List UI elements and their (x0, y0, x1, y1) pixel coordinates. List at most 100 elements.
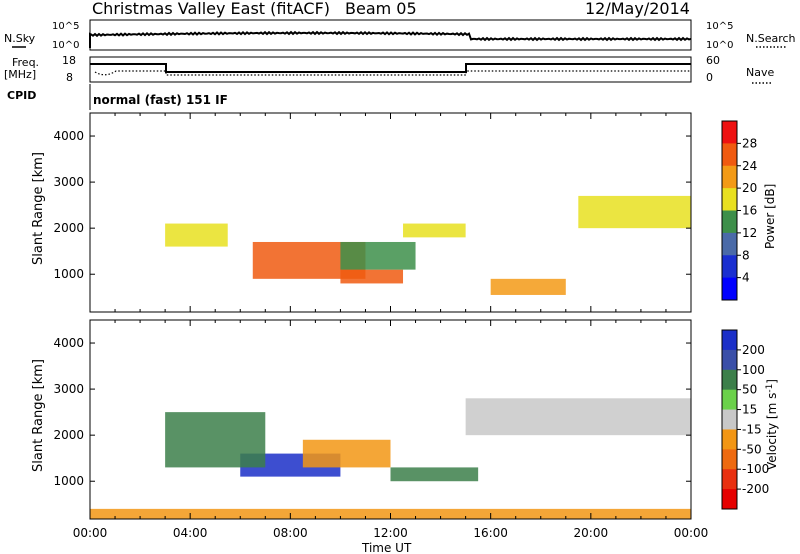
freq-tick-low: 8 (66, 71, 73, 84)
colorbar-block (722, 330, 737, 351)
y-tick-label: 3000 (53, 382, 84, 396)
power-panel: 1000 2000 3000 4000 Slant Range [km] (31, 112, 692, 313)
data-cell (490, 278, 566, 295)
colorbar-tick-label: 100 (742, 363, 765, 377)
colorbar-block (722, 449, 737, 470)
freq-trace (90, 63, 691, 73)
velocity-y-axis: 1000 2000 3000 4000 (53, 336, 691, 488)
x-axis-label: Time UT (361, 541, 412, 554)
colorbar-tick-label: -100 (742, 462, 769, 476)
velocity-panel: 1000 2000 3000 4000 Slant Range [km] (31, 319, 692, 520)
cpid-label: CPID (7, 89, 36, 102)
colorbar-tick-label: 28 (742, 136, 757, 150)
colorbar-block (722, 349, 737, 371)
time-tick-label: 00:00 (73, 526, 108, 540)
date-label: 12/May/2014 (585, 0, 690, 18)
colorbar-block (722, 165, 737, 189)
colorbar-block (722, 277, 737, 301)
y-tick-label: 1000 (53, 267, 84, 281)
power-colorbar-blocks (722, 121, 737, 301)
time-axis-labels: 00:00 04:00 08:00 12:00 16:00 20:00 00:00 (73, 526, 709, 540)
nave-label: Nave (746, 66, 774, 79)
power-colorbar: 28 24 20 16 12 8 4 Power [dB] (721, 120, 777, 301)
time-tick-label: 16:00 (473, 526, 508, 540)
nsearch-label: N.Search (746, 32, 796, 45)
colorbar-tick-label: -15 (742, 422, 762, 436)
noise-trace (89, 30, 692, 48)
colorbar-tick-label: 20 (742, 181, 757, 195)
freq-label-line2: [MHz] (4, 68, 36, 81)
freq-tick-high: 18 (62, 54, 76, 67)
velocity-colorbar-label: Velocity [m s-1] (765, 379, 779, 470)
colorbar-block (722, 369, 737, 391)
velocity-colorbar-ticks: 200 100 50 15 -15 -50 -100 -200 (737, 343, 769, 496)
velocity-colorbar-blocks (722, 330, 737, 510)
power-x-axis (89, 113, 692, 312)
velocity-colorbar-frame (721, 329, 738, 510)
power-y-axis: 1000 2000 3000 4000 (53, 129, 691, 281)
colorbar-tick-label: 15 (742, 403, 757, 417)
colorbar-tick-label: 50 (742, 383, 757, 397)
colorbar-tick-label: 16 (742, 204, 757, 218)
colorbar-block (722, 143, 737, 167)
colorbar-tick-label: -50 (742, 442, 762, 456)
freq-label-line1: Freq. (12, 56, 39, 69)
data-cell (165, 412, 266, 468)
velocity-label-sup: -1 (765, 384, 775, 393)
nsky-label: N.Sky (4, 32, 36, 45)
colorbar-tick-label: 24 (742, 159, 757, 173)
time-tick-label: 00:00 (674, 526, 709, 540)
velocity-x-axis (89, 320, 692, 519)
noise-tick-high-right: 10^5 (706, 21, 733, 32)
cpid-text: normal (fast) 151 IF (93, 93, 228, 107)
nave-trace (94, 70, 691, 76)
velocity-heatmap (90, 398, 691, 519)
colorbar-block (722, 429, 737, 450)
colorbar-block (722, 409, 737, 430)
colorbar-block (722, 489, 737, 510)
y-tick-label: 2000 (53, 428, 84, 442)
velocity-colorbar: 200 100 50 15 -15 -50 -100 -200 Velocity [m s-1… (721, 329, 779, 510)
data-cell (403, 223, 466, 238)
power-colorbar-ticks: 28 24 20 16 12 8 4 (737, 136, 757, 285)
time-tick-label: 20:00 (574, 526, 609, 540)
noise-tick-low-right: 10^0 (706, 40, 733, 51)
data-cell (165, 223, 228, 247)
power-heatmap (165, 195, 691, 295)
nave-tick-low: 0 (706, 71, 713, 84)
time-tick-label: 12:00 (373, 526, 408, 540)
noise-panel-frame (89, 19, 692, 51)
data-cell (465, 398, 691, 436)
y-tick-label: 2000 (53, 221, 84, 235)
colorbar-tick-label: 12 (742, 226, 757, 240)
y-tick-label: 3000 (53, 175, 84, 189)
data-cell (302, 439, 391, 468)
colorbar-block (722, 255, 737, 279)
plot-title: Christmas Valley East (fitACF) (92, 0, 330, 18)
data-cell (340, 269, 404, 284)
data-cell (390, 467, 479, 482)
y-tick-label: 4000 (53, 129, 84, 143)
velocity-label-end: ] (765, 379, 779, 384)
y-tick-label: 4000 (53, 336, 84, 350)
colorbar-tick-label: -200 (742, 482, 769, 496)
colorbar-block (722, 210, 737, 234)
noise-tick-low-left: 10^0 (52, 40, 79, 51)
colorbar-tick-label: 200 (742, 343, 765, 357)
colorbar-block (722, 121, 737, 144)
nave-tick-high: 60 (706, 54, 720, 67)
colorbar-block (722, 188, 737, 211)
colorbar-block (722, 389, 737, 411)
power-colorbar-label: Power [dB] (763, 184, 777, 249)
beam-label: Beam 05 (345, 0, 417, 18)
power-ylabel: Slant Range [km] (31, 152, 46, 265)
time-tick-label: 04:00 (173, 526, 208, 540)
y-tick-label: 1000 (53, 474, 84, 488)
data-cell (578, 195, 691, 229)
velocity-ylabel: Slant Range [km] (31, 359, 46, 472)
colorbar-tick-label: 4 (742, 271, 750, 285)
freq-panel-frame (89, 56, 692, 83)
noise-panel: N.Sky 10^5 10^0 10^5 10^0 N.Search (4, 19, 796, 51)
freq-panel: Freq. [MHz] 18 8 60 0 Nave (4, 54, 774, 84)
